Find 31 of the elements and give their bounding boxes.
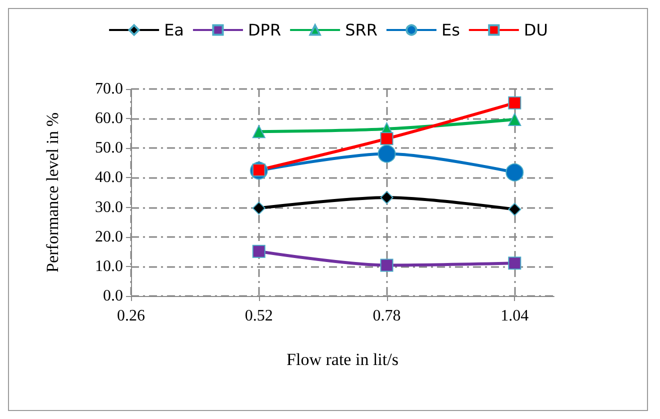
- point: [252, 202, 266, 215]
- legend-label: DPR: [248, 20, 282, 40]
- y-tick-label: 50.0: [95, 140, 123, 157]
- point: [380, 258, 394, 272]
- y-tick-label: 40.0: [95, 169, 123, 186]
- point: [252, 244, 266, 258]
- point: [380, 132, 394, 146]
- y-axis-title: Performance level in %: [43, 112, 62, 273]
- x-tick-label: 0.26: [117, 308, 145, 324]
- x-tick-label: 1.04: [500, 308, 529, 324]
- point: [508, 96, 522, 110]
- point: [508, 256, 522, 270]
- y-tick-label: 30.0: [95, 198, 123, 216]
- y-tick-label: 10.0: [95, 258, 123, 275]
- y-tick-label: 0.0: [103, 288, 123, 304]
- x-tick-label: 0.78: [372, 308, 401, 324]
- point: [252, 125, 266, 138]
- legend-label: Ea: [164, 20, 184, 40]
- y-tick-label: 70.0: [95, 80, 123, 98]
- point: [508, 202, 522, 216]
- legend-label: DU: [524, 20, 548, 40]
- legend-label: Es: [441, 20, 460, 40]
- legend-label: SRR: [345, 20, 378, 40]
- x-axis-title: Flow rate in lit/s: [286, 350, 398, 369]
- point: [508, 112, 522, 126]
- x-tick-label: 0.52: [244, 308, 273, 324]
- point: [506, 163, 524, 182]
- point: [378, 144, 396, 163]
- y-tick-label: 20.0: [95, 228, 123, 246]
- point: [380, 191, 394, 204]
- y-tick-label: 60.0: [95, 110, 123, 128]
